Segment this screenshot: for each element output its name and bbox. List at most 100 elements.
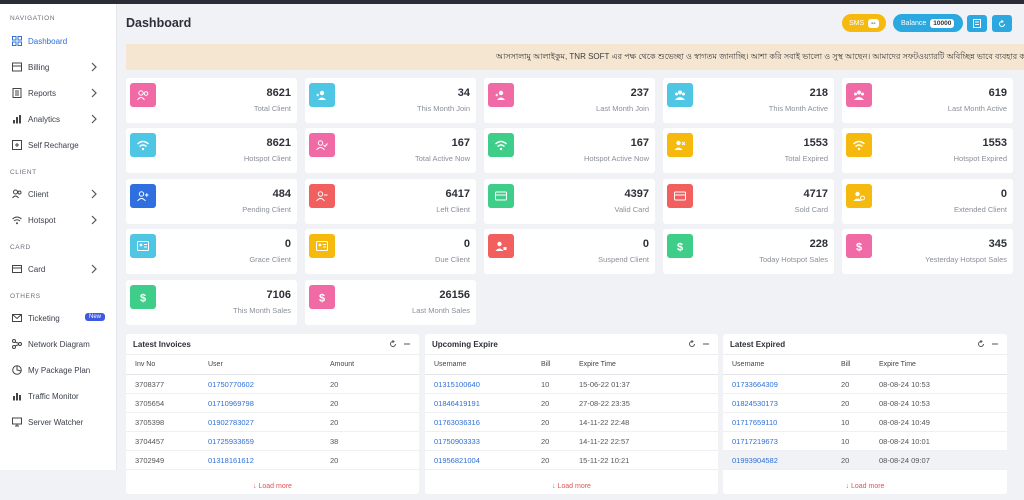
- stat-card-this-month-join[interactable]: 34 This Month Join: [305, 78, 476, 123]
- stat-card-this-month-sales[interactable]: $7106 This Month Sales: [126, 280, 297, 325]
- users-icon: [137, 90, 149, 101]
- stat-card-hotspot-client[interactable]: 8621 Hotspot Client: [126, 128, 297, 173]
- svg-text:$: $: [856, 242, 862, 253]
- table-row[interactable]: 3705398 01902783027 20: [126, 413, 419, 432]
- dollar-icon: $: [319, 293, 325, 304]
- sidebar-item-dashboard[interactable]: Dashboard: [0, 28, 116, 54]
- table-row[interactable]: 3702949 01318161612 20: [126, 451, 419, 470]
- notice-text: আসসালামু আলাইকুম, TNR SOFT এর পক্ষ থেকে …: [496, 52, 1024, 61]
- calculator-button[interactable]: [967, 15, 987, 32]
- table-row[interactable]: 01717659110 10 08-08-24 10:49: [723, 413, 1007, 432]
- sidebar-item-ticketing[interactable]: Ticketing New: [0, 305, 116, 331]
- sidebar-item-reports[interactable]: Reports: [0, 80, 116, 106]
- table-row[interactable]: 3705654 01710969798 20: [126, 394, 419, 413]
- user-link[interactable]: 01763036316: [434, 418, 480, 427]
- collapse-icon[interactable]: [702, 340, 710, 348]
- stat-icon-box: [309, 83, 335, 107]
- stat-card-suspend-client[interactable]: 0 Suspend Client: [484, 229, 655, 274]
- stat-card-this-month-active[interactable]: 218 This Month Active: [663, 78, 834, 123]
- user-link[interactable]: 01733664309: [732, 380, 778, 389]
- load-more-link[interactable]: ↓ Load more: [845, 483, 885, 490]
- sidebar-item-analytics[interactable]: Analytics: [0, 106, 116, 132]
- stat-label: This Month Active: [768, 104, 828, 113]
- user-link[interactable]: 01725933659: [208, 437, 254, 446]
- sidebar: NAVIGATION Dashboard Billing Reports Ana…: [0, 4, 117, 470]
- sidebar-item-server-watcher[interactable]: Server Watcher: [0, 409, 116, 435]
- table-row[interactable]: 01846419191 20 27-08-22 23:35: [425, 394, 718, 413]
- balance-button[interactable]: Balance 10000: [893, 14, 963, 32]
- section-card: CARD: [10, 244, 31, 251]
- sidebar-item-hotspot[interactable]: Hotspot: [0, 207, 116, 233]
- table-row[interactable]: 01824530173 20 08-08-24 10:53: [723, 394, 1007, 413]
- stat-card-total-active-now[interactable]: 167 Total Active Now: [305, 128, 476, 173]
- table-row[interactable]: 01717219673 10 08-08-24 10:01: [723, 432, 1007, 451]
- stat-card-left-client[interactable]: 6417 Left Client: [305, 179, 476, 224]
- stat-card-total-expired[interactable]: 1553 Total Expired: [663, 128, 834, 173]
- user-link[interactable]: 01717659110: [732, 418, 778, 427]
- section-client: CLIENT: [10, 169, 37, 176]
- refresh-icon[interactable]: [389, 340, 397, 348]
- stat-label: Total Client: [253, 104, 291, 113]
- refresh-icon[interactable]: [977, 340, 985, 348]
- user-link[interactable]: 01710969798: [208, 399, 254, 408]
- stat-value: 345: [988, 238, 1007, 250]
- table-row[interactable]: 01993904582 20 08-08-24 09:07: [723, 451, 1007, 470]
- stat-card-hotspot-active-now[interactable]: 167 Hotspot Active Now: [484, 128, 655, 173]
- stat-card-last-month-join[interactable]: 237 Last Month Join: [484, 78, 655, 123]
- table-row[interactable]: 3708377 01750770602 20: [126, 375, 419, 394]
- sidebar-item-network-diagram[interactable]: Network Diagram: [0, 331, 116, 357]
- user-link[interactable]: 01902783027: [208, 418, 254, 427]
- stat-card-today-hotspot-sales[interactable]: $228 Today Hotspot Sales: [663, 229, 834, 274]
- stat-value: 34: [457, 87, 470, 99]
- sidebar-item-self-recharge[interactable]: Self Recharge: [0, 132, 116, 158]
- sidebar-item-traffic-monitor[interactable]: Traffic Monitor: [0, 383, 116, 409]
- stat-card-total-client[interactable]: 8621 Total Client: [126, 78, 297, 123]
- stat-card-valid-card[interactable]: 4397 Valid Card: [484, 179, 655, 224]
- collapse-icon[interactable]: [403, 340, 411, 348]
- stat-card-extended-client[interactable]: 0 Extended Client: [842, 179, 1013, 224]
- table-row[interactable]: 01956821004 20 15-11-22 10:21: [425, 451, 718, 470]
- refresh-button[interactable]: [992, 15, 1012, 32]
- panel-title: Upcoming Expire: [425, 334, 718, 355]
- table-row[interactable]: 01315100640 10 15-06-22 01:37: [425, 375, 718, 394]
- sidebar-item-label: Traffic Monitor: [28, 391, 79, 401]
- user-link[interactable]: 01315100640: [434, 380, 480, 389]
- user-link[interactable]: 01993904582: [732, 456, 778, 465]
- table-cell: 10: [841, 437, 850, 446]
- sidebar-item-billing[interactable]: Billing: [0, 54, 116, 80]
- user-link[interactable]: 01318161612: [208, 456, 254, 465]
- user-link[interactable]: 01750770602: [208, 380, 254, 389]
- balance-label: Balance: [901, 19, 927, 27]
- stat-card-last-month-sales[interactable]: $26156 Last Month Sales: [305, 280, 476, 325]
- table-cell: 20: [330, 456, 339, 465]
- sms-button[interactable]: SMS --: [842, 14, 886, 32]
- sidebar-item-card[interactable]: Card: [0, 256, 116, 282]
- user-link[interactable]: 01956821004: [434, 456, 480, 465]
- stat-card-yesterday-hotspot-sales[interactable]: $345 Yesterday Hotspot Sales: [842, 229, 1013, 274]
- stat-card-last-month-active[interactable]: 619 Last Month Active: [842, 78, 1013, 123]
- users-group-icon: [675, 90, 685, 100]
- load-more-link[interactable]: ↓ Load more: [253, 483, 292, 490]
- stat-card-sold-card[interactable]: 4717 Sold Card: [663, 179, 834, 224]
- user-link[interactable]: 01846419191: [434, 399, 480, 408]
- section-others: OTHERS: [10, 293, 41, 300]
- collapse-icon[interactable]: [991, 340, 999, 348]
- user-link[interactable]: 01824530173: [732, 399, 778, 408]
- user-link[interactable]: 01717219673: [732, 437, 778, 446]
- stat-card-pending-client[interactable]: 484 Pending Client: [126, 179, 297, 224]
- table-cell: 20: [841, 380, 850, 389]
- sidebar-item-my-package-plan[interactable]: My Package Plan: [0, 357, 116, 383]
- table-row[interactable]: 01733664309 20 08-08-24 10:53: [723, 375, 1007, 394]
- sidebar-item-client[interactable]: Client: [0, 181, 116, 207]
- stat-card-grace-client[interactable]: 0 Grace Client: [126, 229, 297, 274]
- user-lock-icon: [495, 241, 507, 251]
- user-link[interactable]: 01750903333: [434, 437, 480, 446]
- refresh-icon[interactable]: [688, 340, 696, 348]
- load-more-link[interactable]: ↓ Load more: [552, 483, 591, 490]
- table-row[interactable]: 3704457 01725933659 38: [126, 432, 419, 451]
- stat-card-hotspot-expired[interactable]: 1553 Hotspot Expired: [842, 128, 1013, 173]
- stat-card-due-client[interactable]: 0 Due Client: [305, 229, 476, 274]
- stat-value: 1553: [982, 137, 1007, 149]
- table-row[interactable]: 01750903333 20 14-11-22 22:57: [425, 432, 718, 451]
- table-row[interactable]: 01763036316 20 14-11-22 22:48: [425, 413, 718, 432]
